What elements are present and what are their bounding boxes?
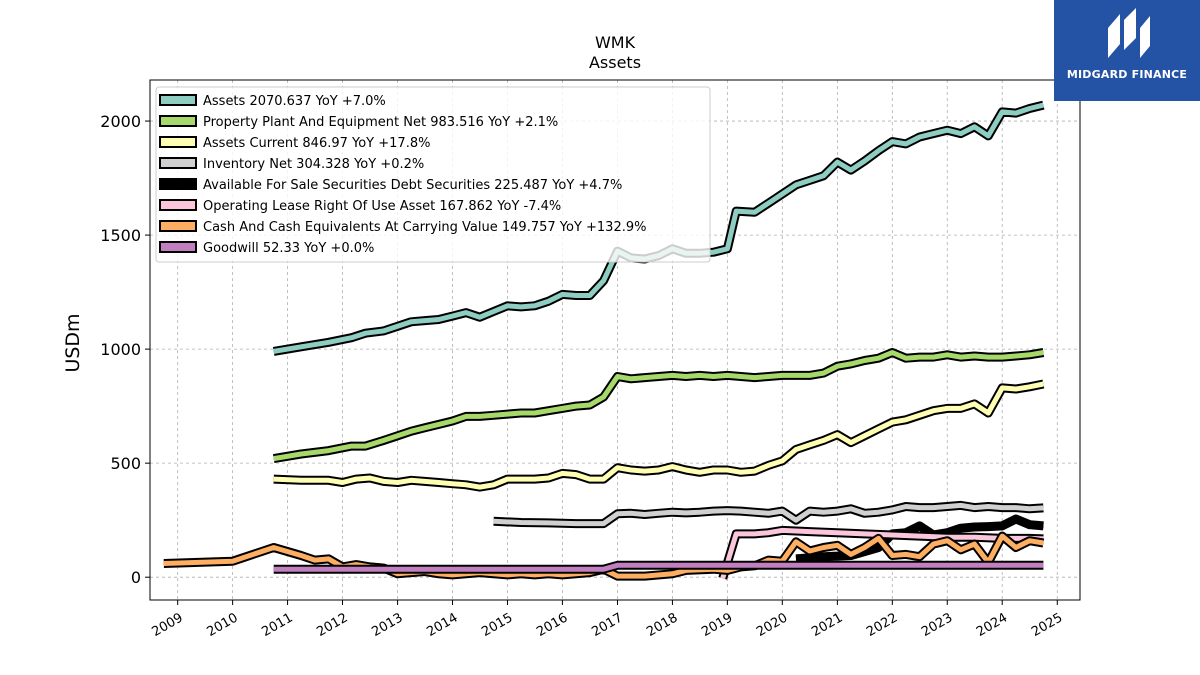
legend-label: Assets 2070.637 YoY +7.0%: [203, 94, 386, 109]
x-tick-label: 2019: [699, 610, 735, 640]
series-outline: [272, 348, 1045, 464]
legend-entry: Assets Current 846.97 YoY +17.8%: [159, 136, 430, 151]
series-property-plant-and-equipment-net: [272, 348, 1045, 464]
legend-label: Assets Current 846.97 YoY +17.8%: [203, 136, 430, 151]
plot-frame: [149, 79, 1081, 601]
x-tick-label: 2020: [754, 610, 790, 640]
y-tick-label: 500: [110, 454, 141, 473]
chart-subtitle: Assets: [589, 53, 641, 72]
legend-label: Inventory Net 304.328 YoY +0.2%: [203, 157, 424, 172]
x-tick-label: 2016: [534, 610, 570, 640]
brand-name: MIDGARD FINANCE: [1066, 68, 1188, 81]
legend-swatch: [159, 199, 197, 211]
legend: Assets 2070.637 YoY +7.0% Property Plant …: [155, 86, 711, 263]
y-tick-label: 1500: [100, 226, 141, 245]
legend-entry: Cash And Cash Equivalents At Carrying Va…: [159, 220, 646, 235]
x-tick-label: 2022: [864, 610, 900, 640]
x-tick-label: 2023: [919, 610, 955, 640]
legend-label: Goodwill 52.33 YoY +0.0%: [203, 241, 374, 256]
legend-label: Cash And Cash Equivalents At Carrying Va…: [203, 220, 646, 235]
x-tick-label: 2010: [204, 610, 240, 640]
legend-entry: Assets 2070.637 YoY +7.0%: [159, 94, 386, 109]
x-tick-label: 2011: [259, 610, 295, 640]
legend-label: Operating Lease Right Of Use Asset 167.8…: [203, 199, 561, 214]
x-tick-label: 2025: [1029, 610, 1065, 640]
x-tick-label: 2015: [479, 610, 515, 640]
legend-box: [155, 86, 711, 263]
series-line: [493, 502, 1044, 527]
legend-entry: Available For Sale Securities Debt Secur…: [159, 178, 622, 193]
legend-swatch: [159, 241, 197, 253]
legend-entry: Inventory Net 304.328 YoY +0.2%: [159, 157, 424, 172]
legend-swatch: [159, 178, 197, 190]
legend-entry: Operating Lease Right Of Use Asset 167.8…: [159, 199, 561, 214]
legend-entry: Property Plant And Equipment Net 983.516…: [159, 115, 558, 130]
y-tick-label: 0: [131, 568, 141, 587]
x-tick-label: 2017: [589, 610, 625, 640]
x-tick-label: 2014: [424, 610, 460, 640]
y-tick-label: 2000: [100, 112, 141, 131]
series-goodwill: [273, 560, 1044, 574]
y-axis: 0 500 1000 1500 2000: [100, 112, 150, 587]
legend-swatch: [159, 115, 197, 127]
y-tick-label: 1000: [100, 340, 141, 359]
series-line: [273, 350, 1044, 462]
series-line: [720, 527, 1044, 580]
x-tick-label: 2024: [974, 610, 1010, 640]
series-assets-current: [273, 379, 1045, 492]
series-operating-lease-right-of-use-asset: [718, 525, 1044, 580]
x-tick-label: 2021: [809, 610, 845, 640]
x-tick-label: 2013: [369, 610, 405, 640]
brand-logo: MIDGARD FINANCE: [1054, 0, 1200, 101]
x-tick-label: 2018: [644, 610, 680, 640]
legend-swatch: [159, 136, 197, 148]
legend-swatch: [159, 157, 197, 169]
x-tick-label: 2012: [314, 610, 350, 640]
chart-title: WMK: [595, 33, 636, 52]
brand-mark-icon: [1108, 8, 1150, 58]
legend-label: Available For Sale Securities Debt Secur…: [203, 178, 622, 193]
y-axis-label: USDm: [62, 313, 84, 372]
legend-swatch: [159, 220, 197, 232]
legend-entry: Goodwill 52.33 YoY +0.0%: [159, 241, 374, 256]
legend-swatch: [159, 94, 197, 106]
series-line: [273, 562, 1044, 572]
series-line: [273, 381, 1044, 490]
legend-label: Property Plant And Equipment Net 983.516…: [203, 115, 558, 130]
x-tick-label: 2009: [150, 610, 186, 640]
x-axis: 2009 2010 2011 2012 2013 2014 2015 2016 2017 2018…: [150, 600, 1065, 640]
series-inventory-net: [493, 500, 1044, 529]
